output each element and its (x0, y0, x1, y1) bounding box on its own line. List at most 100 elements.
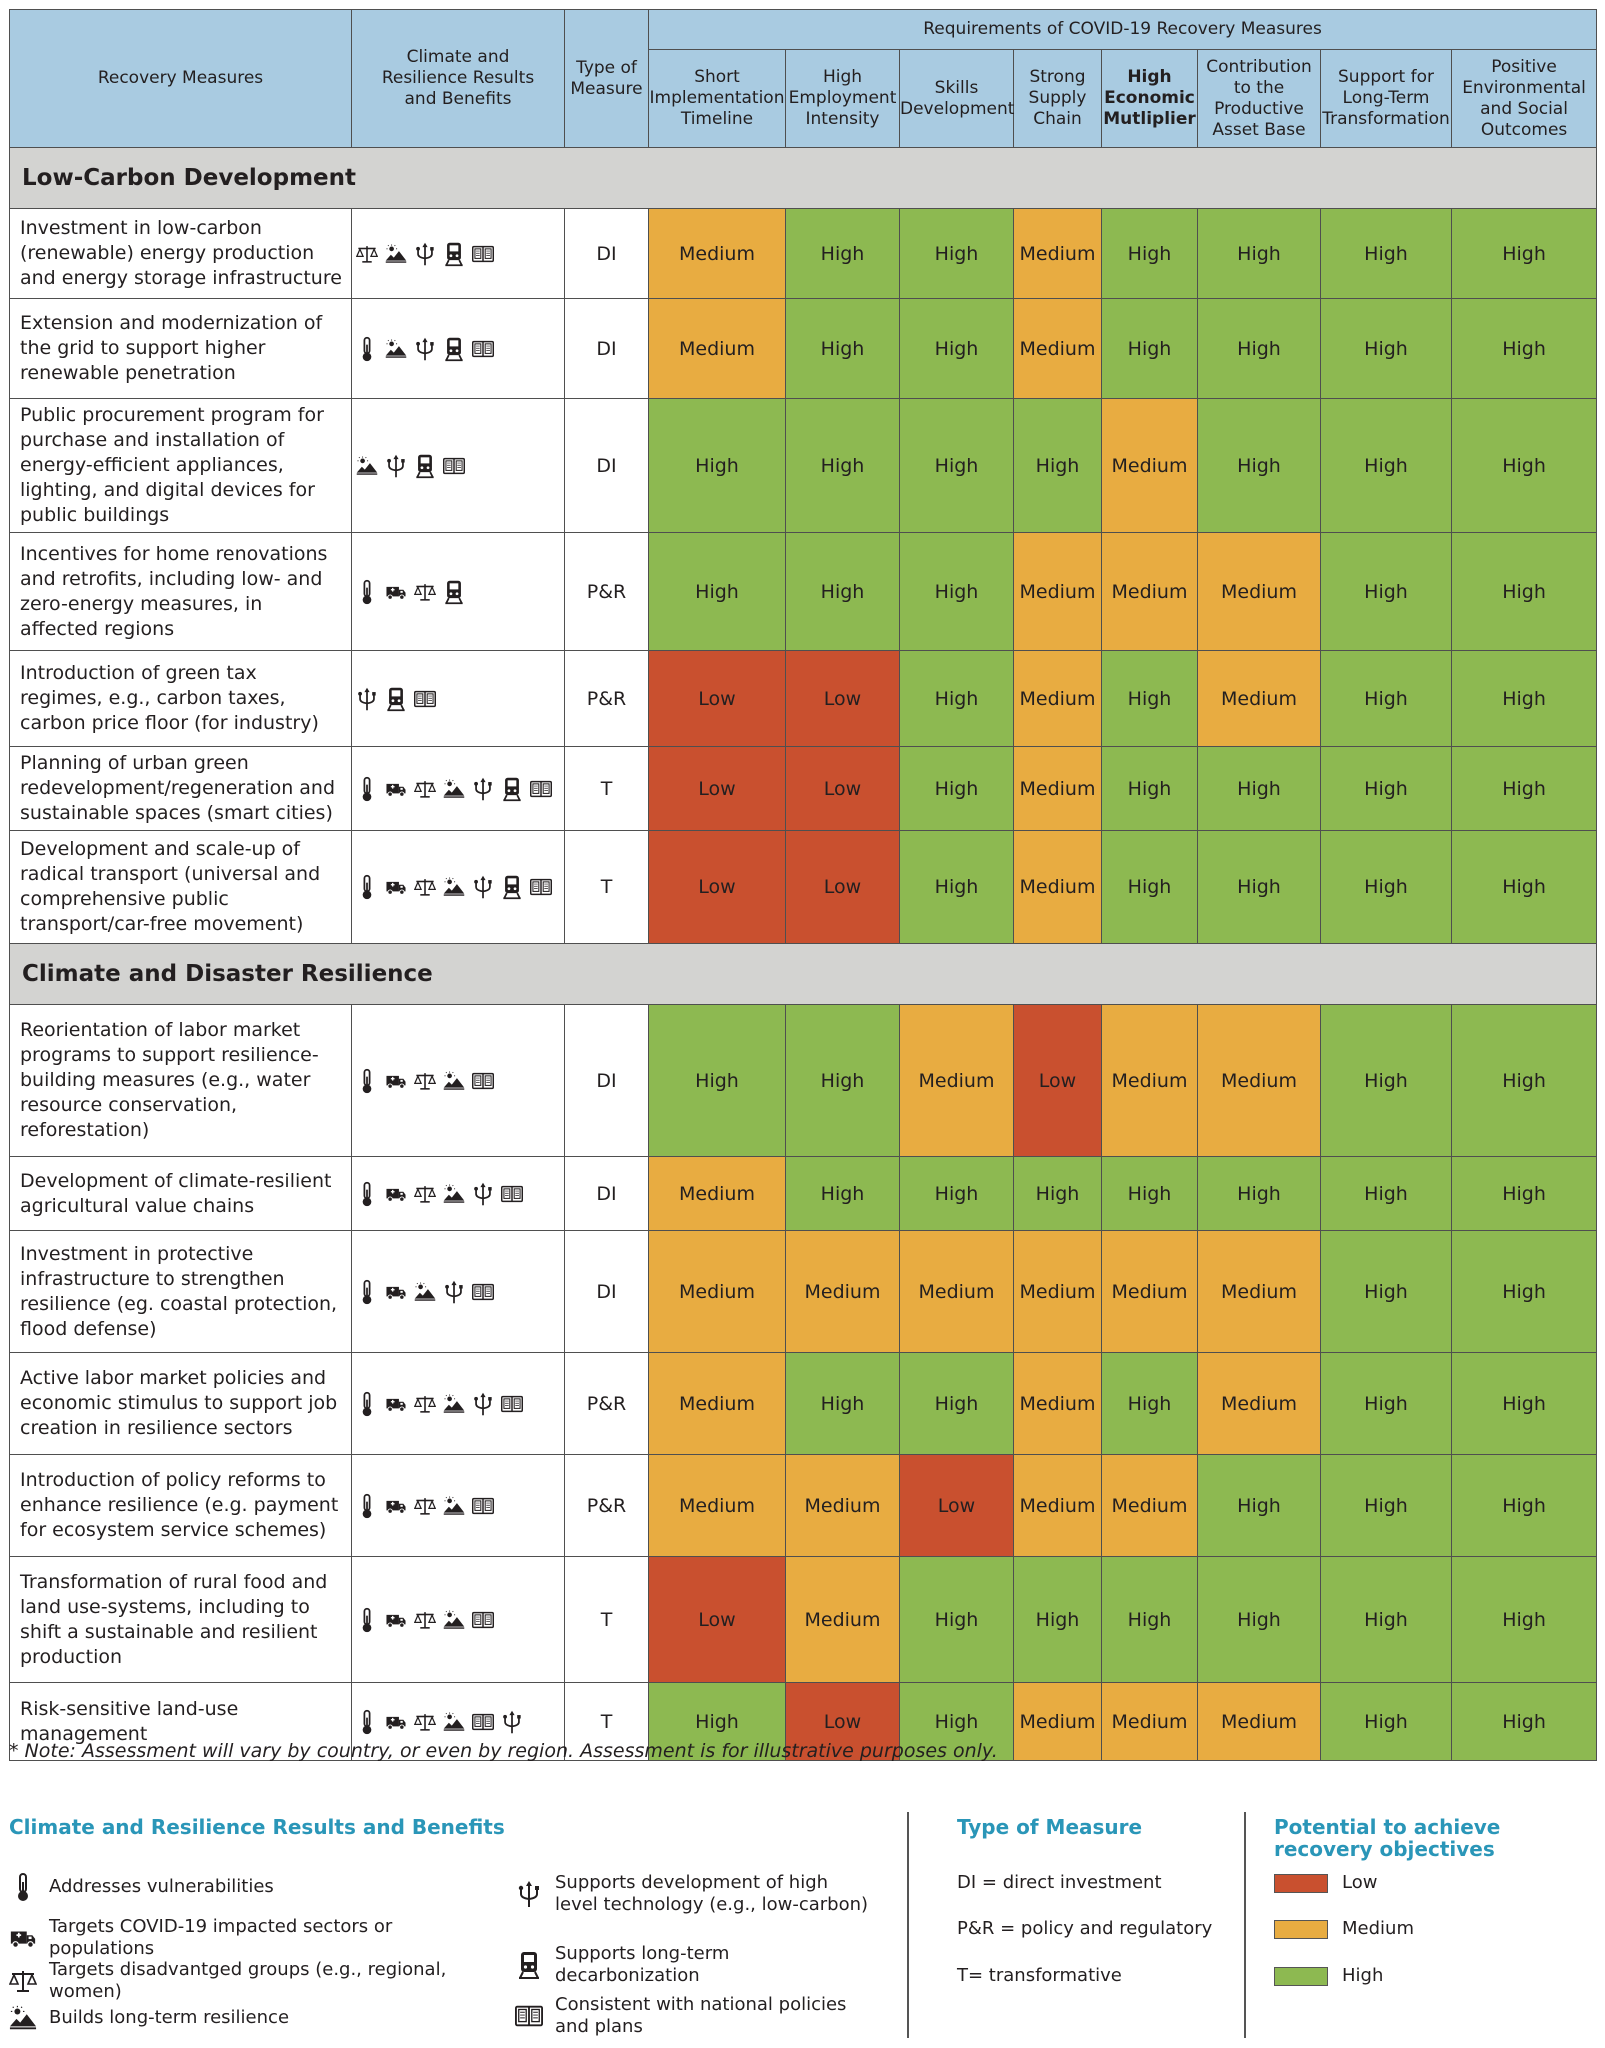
table-row: Introduction of policy reforms to enhanc… (9, 1454, 1598, 1557)
rating-cell: High (1197, 1556, 1321, 1683)
legend-potential-item: Medium (1274, 1918, 1414, 1940)
scales-icon (414, 1391, 436, 1417)
thermometer-icon (356, 1391, 378, 1417)
measure-type: DI (564, 208, 649, 299)
table-row: Risk-sensitive land-use management T High L… (9, 1682, 1598, 1761)
rating-cell: High (1320, 208, 1452, 299)
measure-type: T (564, 1556, 649, 1683)
benefit-icons (351, 532, 565, 651)
table-row: Development and scale-up of radical tran… (9, 830, 1598, 944)
header-benefits-label: Climate and Resilience Results and Benef… (381, 47, 535, 109)
rating-cell: Medium (1101, 398, 1198, 533)
rating-cell: High (899, 1556, 1014, 1683)
thermometer-icon (356, 1068, 378, 1094)
rating-cell: High (1450, 830, 1598, 944)
ambulance-icon (385, 1607, 407, 1633)
legend-benefit-item: Builds long-term resilience (9, 2003, 289, 2033)
resilience-icon (443, 1493, 465, 1519)
section-row: Climate and Disaster Resilience (8, 943, 1598, 1005)
measure-type: P&R (564, 1352, 649, 1455)
resilience-icon (443, 874, 465, 900)
benefit-icons (351, 298, 565, 399)
book-icon (472, 1709, 494, 1735)
rating-cell: High (785, 1004, 900, 1157)
legend-benefit-label: Supports development of high level techn… (555, 1872, 869, 1915)
train-icon (501, 776, 523, 802)
measure-type: DI (564, 298, 649, 399)
table-header: Recovery Measures Climate and Resilience… (9, 9, 1598, 148)
rating-cell: High (1197, 830, 1321, 944)
measure-type: T (564, 1682, 649, 1761)
legend-potential-label: Low (1342, 1872, 1378, 1893)
book-icon (501, 1181, 523, 1207)
rating-cell: High (1320, 1556, 1452, 1683)
rating-cell: Medium (1197, 650, 1321, 747)
technology-icon (414, 336, 436, 362)
rating-cell: High (1197, 398, 1321, 533)
rating-cell: Medium (1197, 532, 1321, 651)
measure-type: DI (564, 398, 649, 533)
benefit-icons (351, 1004, 565, 1157)
table-row: Transformation of rural food and land us… (9, 1556, 1598, 1683)
thermometer-icon (356, 874, 378, 900)
book-icon (472, 1068, 494, 1094)
book-icon (530, 874, 552, 900)
thermometer-icon (356, 579, 378, 605)
header-col-7: Positive Environmental and Social Outcom… (1450, 49, 1598, 148)
rating-cell: High (1320, 650, 1452, 747)
rating-cell: High (1450, 1682, 1598, 1761)
rating-cell: High (785, 532, 900, 651)
legend-potential-label: High (1342, 1965, 1384, 1986)
measure-type: T (564, 830, 649, 944)
measure-name: Development of climate-resilient agricul… (9, 1156, 352, 1231)
legend-benefit-label: Targets COVID-19 impacted sectors or pop… (49, 1916, 393, 1959)
rating-cell: Medium (1101, 1230, 1198, 1353)
rating-cell: High (785, 298, 900, 399)
measure-type: P&R (564, 532, 649, 651)
legend-benefit-label: Supports long-term decarbonization (555, 1943, 730, 1986)
technology-icon (472, 1391, 494, 1417)
header-benefits: Climate and Resilience Results and Benef… (351, 9, 565, 148)
rating-cell: High (648, 398, 786, 533)
benefit-icons (351, 208, 565, 299)
resilience-icon (385, 336, 407, 362)
legend-benefit-label: Consistent with national policies and pl… (555, 1994, 847, 2037)
table-row: Reorientation of labor market programs t… (9, 1004, 1598, 1157)
rating-cell: High (1450, 650, 1598, 747)
rating-cell: Medium (1101, 1682, 1198, 1761)
train-icon (443, 336, 465, 362)
measure-name: Planning of urban green redevelopment/re… (9, 746, 352, 831)
rating-cell: Medium (648, 1454, 786, 1557)
rating-cell: High (1320, 1352, 1452, 1455)
rating-cell: Low (1013, 1004, 1102, 1157)
book-icon (443, 453, 465, 479)
table-row: Public procurement program for purchase … (9, 398, 1598, 533)
measure-name: Active labor market policies and economi… (9, 1352, 352, 1455)
rating-cell: Medium (1013, 298, 1102, 399)
rating-cell: High (1197, 208, 1321, 299)
legend-potential-label: Medium (1342, 1918, 1414, 1939)
scales-icon (414, 1709, 436, 1735)
legend-divider-2 (1244, 1812, 1246, 2038)
legend-benefit-item: Targets COVID-19 impacted sectors or pop… (9, 1916, 489, 1960)
benefit-icons (351, 1230, 565, 1353)
recovery-measures-table: Recovery Measures Climate and Resilience… (8, 9, 1598, 1761)
technology-icon (515, 1879, 543, 1909)
thermometer-icon (356, 1607, 378, 1633)
header-recovery-measures: Recovery Measures (9, 9, 352, 148)
legend-potential-item: High (1274, 1965, 1383, 1987)
rating-cell: High (899, 1682, 1014, 1761)
thermometer-icon (356, 1493, 378, 1519)
rating-cell: Low (648, 650, 786, 747)
thermometer-icon (356, 1709, 378, 1735)
rating-cell: High (1320, 1230, 1452, 1353)
rating-cell: High (1101, 1556, 1198, 1683)
train-icon (414, 453, 436, 479)
benefit-icons (351, 1156, 565, 1231)
ambulance-icon (385, 1181, 407, 1207)
rating-cell: Medium (785, 1556, 900, 1683)
thermometer-icon (356, 1181, 378, 1207)
thermometer-icon (356, 336, 378, 362)
technology-icon (472, 776, 494, 802)
technology-icon (472, 1181, 494, 1207)
